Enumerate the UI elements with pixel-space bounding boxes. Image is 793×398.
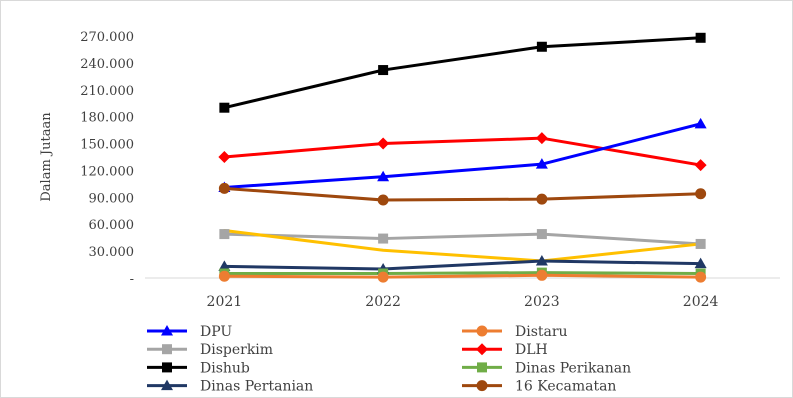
legend-label: Dinas Pertanian [200,379,313,395]
data-point-dlh [535,132,548,145]
data-point-distaru [377,271,389,283]
data-point-disperkim [695,238,706,249]
y-tick-label: 60.000 [89,218,135,233]
legend-item-dishub: Dishub [147,360,250,376]
x-axis: 2021 2022 2023 2024 [145,277,780,310]
data-point-dishub [695,32,706,43]
data-point-distaru [536,269,548,281]
data-point-dlh [377,137,390,150]
legend-item-dlh: DLH [462,342,548,358]
legend-marker [161,325,173,336]
data-point-disperkim [219,229,230,240]
legend-label: Dinas Perikanan [515,360,631,376]
legend-label: 16 Kecamatan [515,379,616,395]
legend-marker [161,379,173,391]
legend-marker [162,344,172,355]
series-line-unlabeled-series [222,228,703,263]
legend-item-dinas-perikanan: Dinas Perikanan [462,360,631,376]
data-point-disperkim [378,233,389,244]
y-tick-label: - [130,272,134,287]
series-line-16-kecamatan [222,186,703,202]
legend-label: Disperkim [200,342,273,358]
data-point-dinas-pertanian [218,260,231,271]
x-tick-label: 2024 [683,294,719,310]
legend-item-dpu: DPU [147,324,232,340]
legend-item-16-kecamatan: 16 Kecamatan [462,379,616,395]
data-point-16-kecamatan [695,188,707,200]
data-point-16-kecamatan [218,182,230,194]
data-point-dinas-pertanian [535,254,548,266]
y-tick-label: 270.000 [80,30,134,45]
data-point-dinas-pertanian [694,257,707,269]
data-point-dpu [535,158,548,169]
legend-label: DLH [515,342,548,358]
y-tick-label: 150.000 [80,138,134,153]
legend-marker [476,325,488,337]
y-tick-label: 210.000 [80,84,134,99]
data-point-distaru [218,270,230,282]
legend-label: Dishub [200,360,250,376]
data-point-dlh [694,159,707,172]
y-tick-label: 120.000 [80,164,134,179]
series-line-dishub [222,36,703,110]
data-point-disperkim [536,229,547,240]
y-axis-title: Dalam Jutaan [39,112,54,202]
data-point-dpu [694,117,707,129]
legend-label: DPU [200,324,232,340]
data-point-dishub [219,102,230,113]
legend: DPU Distaru Disperkim DLH Dishub Dinas Perika… [147,324,631,395]
legend-label: Distaru [515,324,568,340]
x-tick-label: 2021 [207,294,243,310]
data-point-16-kecamatan [536,193,548,205]
data-point-dpu [377,170,390,182]
y-axis-ticks: - 30.000 60.000 90.000 120.000 150.000 180.000… [80,30,134,287]
data-point-distaru [695,271,707,283]
series-lines [222,36,703,279]
legend-marker [476,343,488,356]
legend-item-distaru: Distaru [462,324,568,340]
legend-marker [477,362,487,373]
legend-marker [162,362,172,373]
y-tick-label: 30.000 [89,245,135,260]
legend-item-dinas-pertanian: Dinas Pertanian [147,379,313,395]
series-line-dinas-pertanian [222,259,703,271]
x-tick-label: 2022 [365,294,401,310]
legend-item-disperkim: Disperkim [147,342,273,358]
y-tick-label: 240.000 [80,57,134,72]
y-axis-label: Dalam Jutaan [39,112,54,202]
series-line-dlh [222,136,703,167]
series-markers [218,32,707,283]
data-point-16-kecamatan [377,194,389,206]
y-tick-label: 90.000 [89,191,135,206]
x-tick-label: 2023 [524,294,560,310]
series-line-dpu [222,122,703,189]
data-point-dishub [378,65,389,76]
series-line-disperkim [222,232,703,246]
series-line-dinas-perikanan [222,271,703,276]
data-point-dishub [536,41,547,52]
data-point-dlh [218,151,231,163]
y-tick-label: 180.000 [80,111,134,126]
series-line-distaru [222,273,703,279]
legend-marker [476,380,488,392]
